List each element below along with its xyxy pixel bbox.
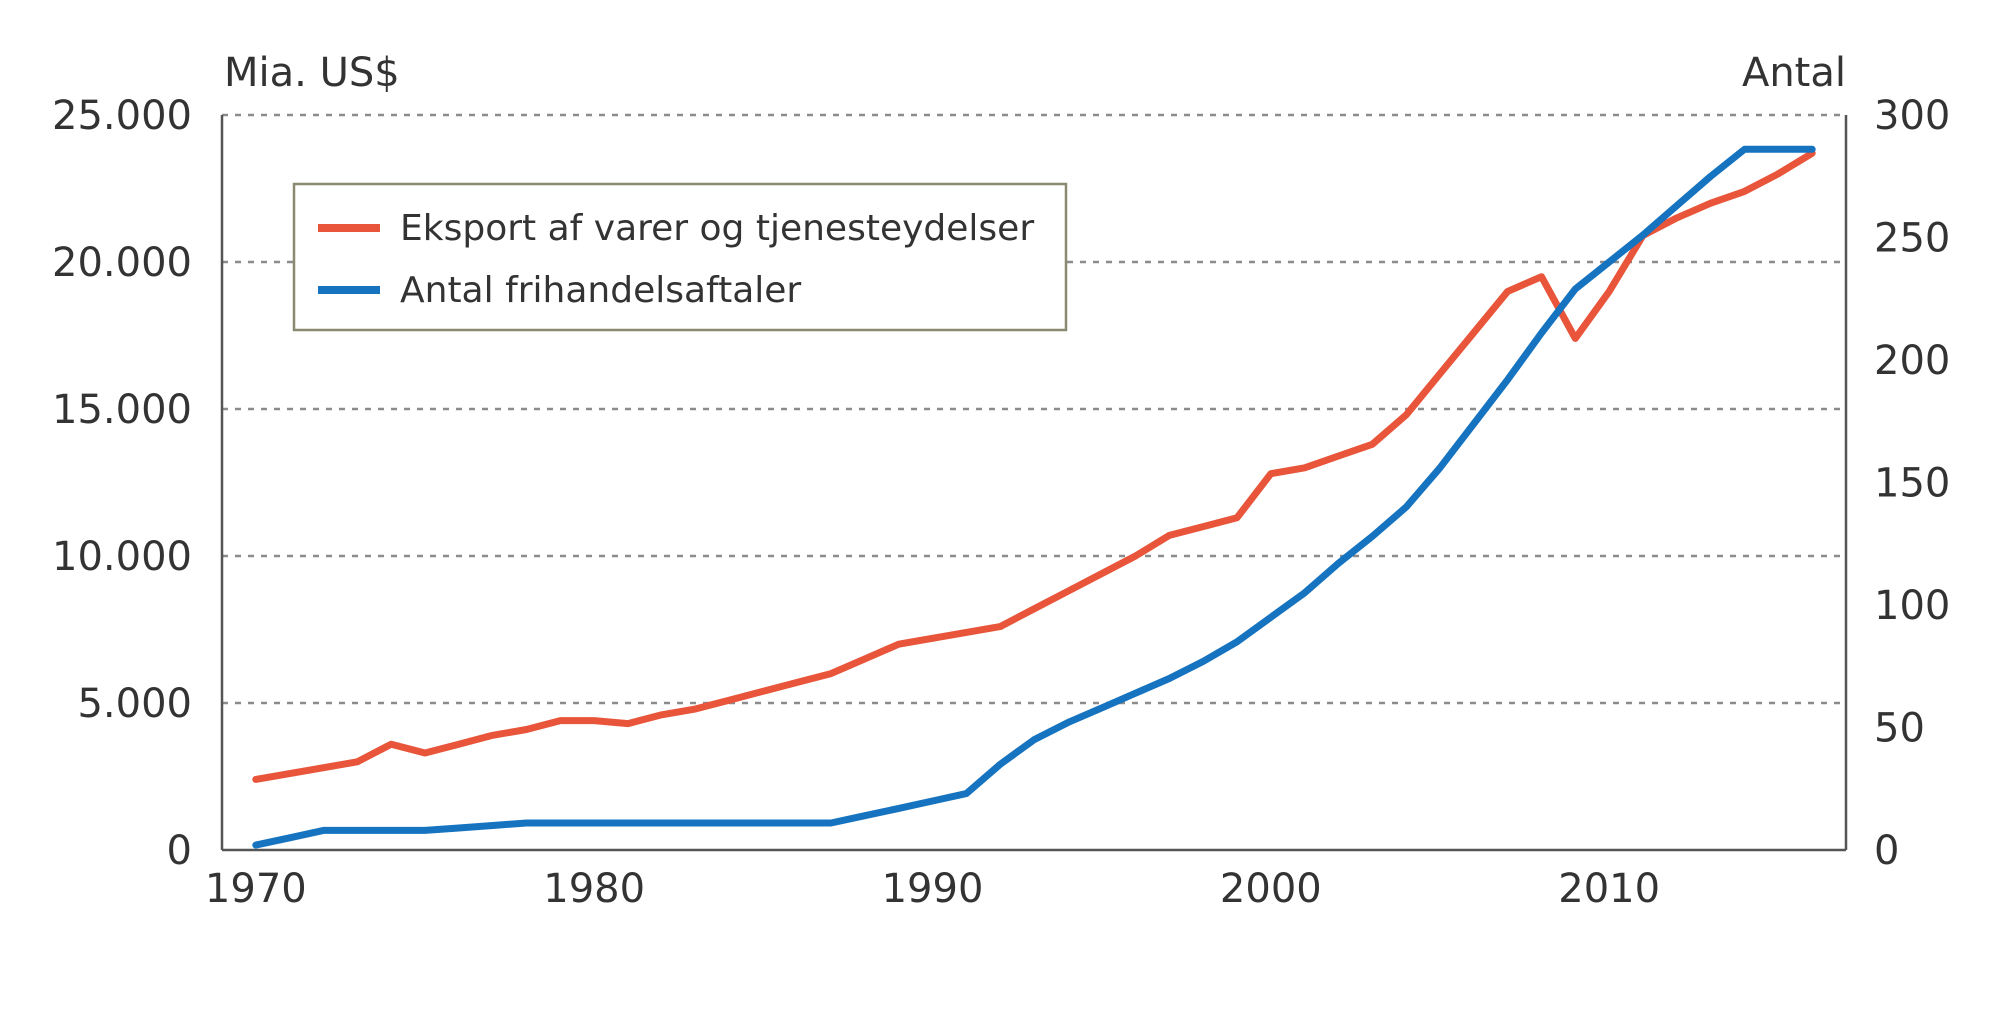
series (252, 145, 1816, 849)
x-tick-label-2: 1990 (882, 866, 984, 912)
left-tick-label-3: 15.000 (52, 387, 192, 433)
x-tick-label-0: 1970 (205, 866, 307, 912)
right-tick-label-1: 50 (1874, 706, 1925, 752)
series-line-export (252, 149, 1816, 783)
left-tick-label-5: 25.000 (52, 93, 192, 139)
legend-box (292, 182, 1068, 332)
x-axis-ticks: 1970 1980 1990 2000 2010 (205, 866, 1660, 912)
right-tick-label-2: 100 (1874, 583, 1950, 629)
left-axis-ticks: 0 5.000 10.000 15.000 20.000 25.000 (52, 93, 192, 874)
left-axis-title: Mia. US$ (224, 50, 400, 96)
left-tick-label-4: 20.000 (52, 240, 192, 286)
legend-label-agreements: Antal frihandelsaftaler (400, 270, 801, 311)
legend: Eksport af varer og tjenesteydelser Anta… (292, 182, 1068, 332)
series-line-agreements (252, 145, 1816, 849)
right-tick-label-5: 250 (1874, 216, 1950, 262)
x-tick-label-1: 1980 (543, 866, 645, 912)
right-axis-title: Antal (1742, 50, 1846, 96)
left-tick-label-0: 0 (167, 828, 192, 874)
x-tick-label-3: 2000 (1220, 866, 1322, 912)
left-tick-label-1: 5.000 (77, 681, 192, 727)
right-tick-label-4: 200 (1874, 338, 1950, 384)
right-axis-ticks: 0 50 100 150 200 250 300 (1874, 93, 1950, 874)
axes (220, 115, 1848, 852)
right-tick-label-3: 150 (1874, 461, 1950, 507)
right-tick-label-6: 300 (1874, 93, 1950, 139)
left-tick-label-2: 10.000 (52, 534, 192, 580)
x-tick-label-4: 2010 (1558, 866, 1660, 912)
right-tick-label-0: 0 (1874, 828, 1899, 874)
legend-label-export: Eksport af varer og tjenesteydelser (400, 208, 1034, 249)
